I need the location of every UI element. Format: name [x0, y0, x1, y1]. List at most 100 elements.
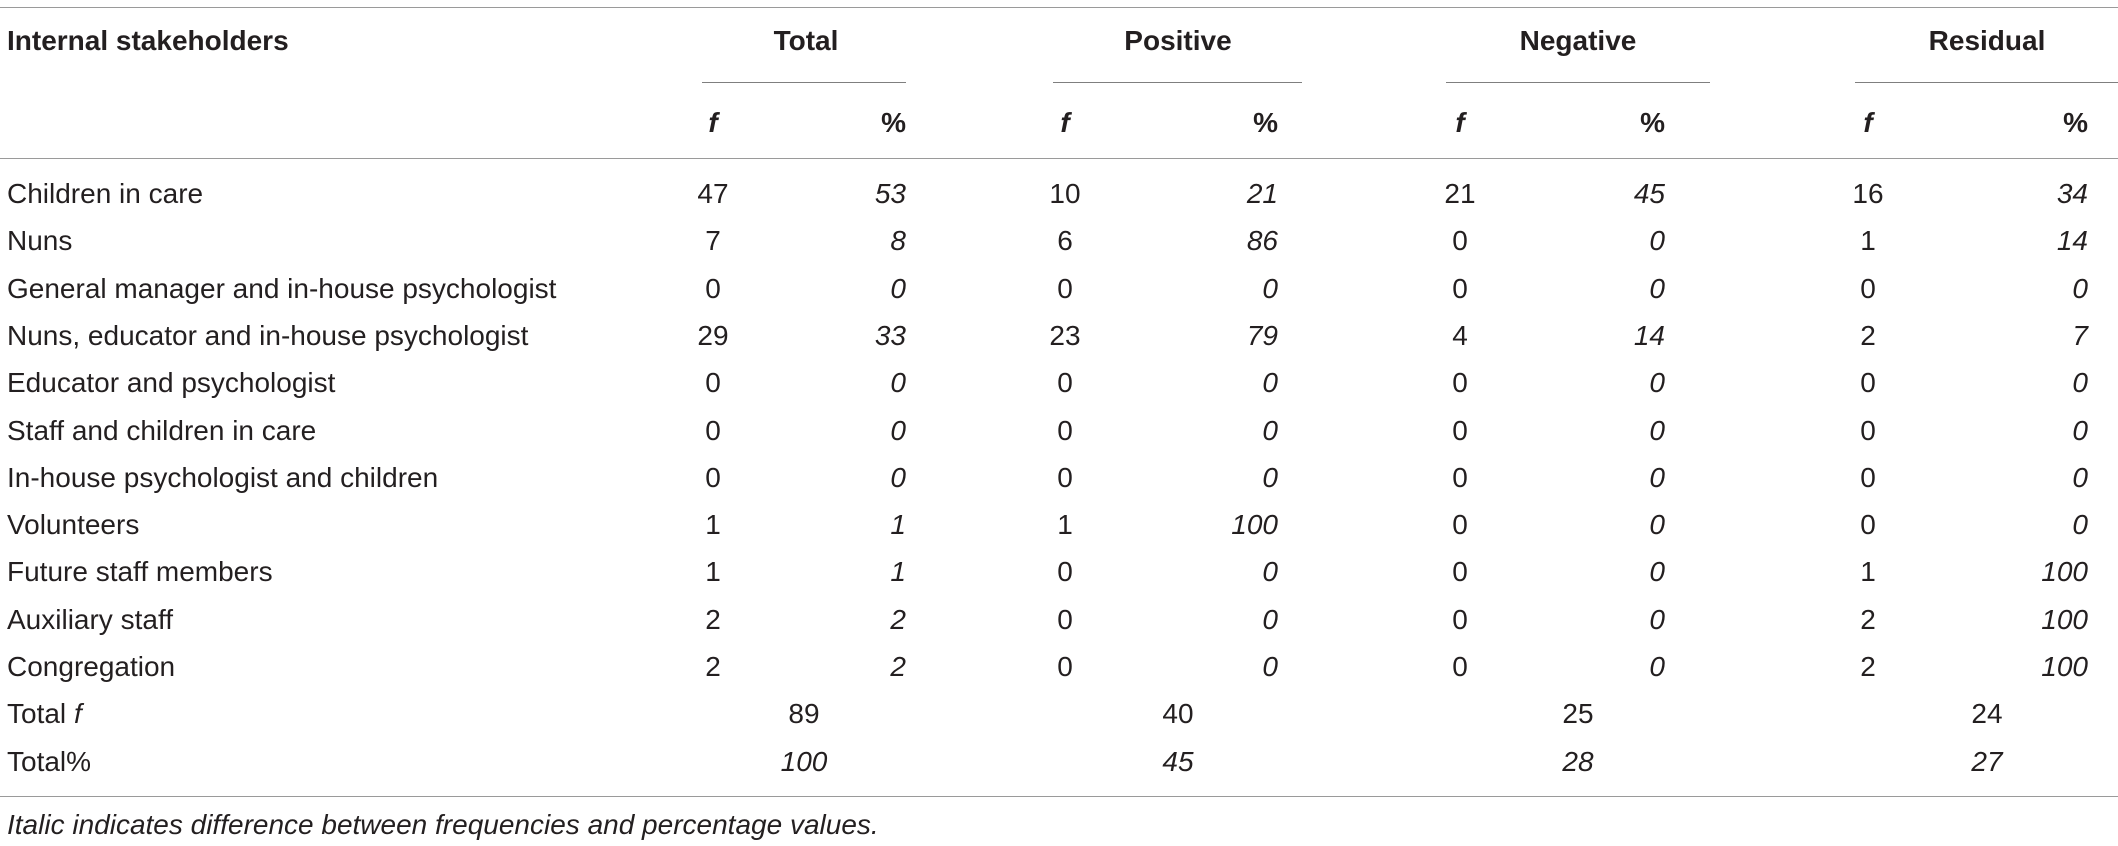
row-label: In-house psychologist and children — [7, 462, 439, 493]
cell-pct: 0 — [1649, 415, 1665, 446]
cell-pct: 21 — [1246, 178, 1278, 209]
cell-f: 0 — [705, 415, 721, 446]
cell-f: 0 — [1860, 367, 1876, 398]
cell-f: 2 — [1860, 604, 1876, 635]
group-rule-residual — [1855, 82, 2118, 83]
cell-pct: 100 — [2041, 556, 2088, 587]
cell-f: 1 — [705, 509, 721, 540]
cell-pct: 0 — [1262, 651, 1278, 682]
cell-pct: 2 — [890, 651, 906, 682]
row-label: General manager and in-house psychologis… — [7, 273, 557, 304]
cell-f: 0 — [1860, 415, 1876, 446]
cell-f: 0 — [1057, 273, 1073, 304]
cell-pct: 100 — [2041, 651, 2088, 682]
cell-f: 1 — [1057, 509, 1073, 540]
row-label: Children in care — [7, 178, 204, 209]
cell-pct: 100 — [2041, 604, 2088, 635]
cell-pct: 0 — [1649, 225, 1665, 256]
cell-pct: 53 — [874, 178, 906, 209]
cell-f: 0 — [1057, 415, 1073, 446]
cell-pct: 8 — [890, 225, 906, 256]
group-header-residual: Residual — [1928, 25, 2046, 56]
cell-f: 0 — [1452, 273, 1468, 304]
cell-pct: 0 — [1649, 273, 1665, 304]
cell-pct: 0 — [1649, 556, 1665, 587]
group-rule-negative — [1446, 82, 1710, 83]
total-cell: 100 — [780, 746, 828, 777]
total-cell: 25 — [1562, 698, 1594, 729]
total-cell: 45 — [1162, 746, 1194, 777]
row-label: Educator and psychologist — [7, 367, 336, 398]
cell-f: 1 — [705, 556, 721, 587]
cell-pct: 14 — [1633, 320, 1665, 351]
total-cell: 28 — [1562, 746, 1594, 777]
total-cell: 40 — [1162, 698, 1194, 729]
group-header-total: Total — [773, 25, 839, 56]
cell-pct: 14 — [2056, 225, 2088, 256]
sub-header-pct: % — [1253, 107, 1278, 138]
total-cell: 24 — [1971, 698, 2003, 729]
row-label: Nuns, educator and in-house psychologist — [7, 320, 529, 351]
total-cell: 27 — [1971, 746, 2003, 777]
sub-header-pct: % — [2063, 107, 2088, 138]
cell-f: 0 — [1452, 225, 1468, 256]
cell-pct: 0 — [2072, 273, 2088, 304]
cell-f: 16 — [1852, 178, 1884, 209]
sub-header-f: f — [1455, 107, 1465, 138]
top-rule — [0, 7, 2118, 8]
cell-pct: 86 — [1246, 225, 1278, 256]
cell-f: 0 — [1860, 462, 1876, 493]
cell-f: 1 — [1860, 225, 1876, 256]
cell-f: 2 — [705, 651, 721, 682]
cell-pct: 0 — [1262, 556, 1278, 587]
cell-f: 2 — [705, 604, 721, 635]
sub-header-f: f — [1060, 107, 1070, 138]
cell-pct: 0 — [890, 273, 906, 304]
cell-f: 0 — [1452, 556, 1468, 587]
cell-f: 0 — [1452, 651, 1468, 682]
cell-pct: 0 — [1262, 415, 1278, 446]
row-label: Staff and children in care — [7, 415, 317, 446]
cell-pct: 0 — [2072, 367, 2088, 398]
cell-f: 7 — [705, 225, 721, 256]
cell-f: 0 — [1452, 604, 1468, 635]
group-header-positive: Positive — [1124, 25, 1232, 56]
sub-header-pct: % — [1640, 107, 1665, 138]
cell-f: 0 — [705, 462, 721, 493]
cell-f: 4 — [1452, 320, 1468, 351]
row-label: Future staff members — [7, 556, 273, 587]
cell-pct: 0 — [2072, 415, 2088, 446]
cell-pct: 0 — [2072, 509, 2088, 540]
cell-f: 29 — [697, 320, 729, 351]
cell-pct: 0 — [890, 415, 906, 446]
total-label-italic: f — [73, 698, 82, 729]
cell-f: 2 — [1860, 320, 1876, 351]
header-bottom-rule — [0, 158, 2118, 159]
cell-pct: 33 — [874, 320, 906, 351]
cell-pct: 1 — [890, 556, 906, 587]
cell-f: 1 — [1860, 556, 1876, 587]
cell-pct: 0 — [1649, 604, 1665, 635]
cell-pct: 0 — [890, 367, 906, 398]
cell-pct: 0 — [1649, 462, 1665, 493]
cell-pct: 1 — [890, 509, 906, 540]
table-footnote: Italic indicates difference between freq… — [7, 809, 879, 840]
total-row-label: Total f — [7, 697, 82, 731]
cell-f: 0 — [1057, 651, 1073, 682]
cell-pct: 0 — [2072, 462, 2088, 493]
group-rule-total — [702, 82, 906, 83]
bottom-rule — [0, 796, 2118, 797]
cell-f: 0 — [1452, 415, 1468, 446]
cell-f: 6 — [1057, 225, 1073, 256]
cell-pct: 100 — [1231, 509, 1278, 540]
cell-f: 0 — [1057, 556, 1073, 587]
cell-f: 0 — [1452, 462, 1468, 493]
cell-pct: 0 — [1262, 367, 1278, 398]
cell-f: 0 — [1057, 367, 1073, 398]
sub-header-pct: % — [881, 107, 906, 138]
sub-header-f: f — [1863, 107, 1873, 138]
cell-f: 0 — [1860, 509, 1876, 540]
cell-pct: 0 — [1649, 367, 1665, 398]
cell-f: 0 — [1452, 509, 1468, 540]
cell-f: 21 — [1444, 178, 1476, 209]
